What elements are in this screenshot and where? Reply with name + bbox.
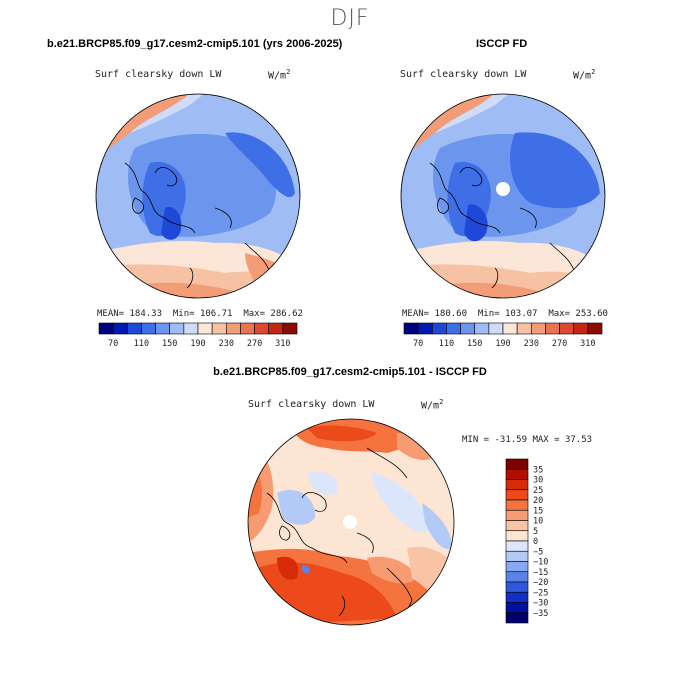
panel-1-colorbar-swatch xyxy=(98,322,114,335)
panel-1-colorbar-swatch xyxy=(126,322,142,335)
panel-1-colorbar-swatch xyxy=(211,322,227,335)
diff-colorbar-swatch xyxy=(505,530,529,542)
panel-1-colorbar-swatch xyxy=(141,322,156,335)
panel-2-colorbar-tick-label: 70 xyxy=(413,339,423,349)
panel-2-colorbar: 70110150190230270310350 xyxy=(403,322,603,349)
panel-2-colorbar-swatch xyxy=(488,322,504,335)
diff-colorbar-swatch xyxy=(505,602,529,614)
panel-2-colorbar-tick-label: 230 xyxy=(524,339,539,349)
panel-2-stats: MEAN= 180.60 Min= 103.07 Max= 253.60 xyxy=(402,309,608,319)
panel-1-colorbar-swatch xyxy=(197,322,213,335)
diff-colorbar-swatch xyxy=(505,468,529,480)
panel-1-colorbar-tick-label: 310 xyxy=(275,339,290,349)
diff-colorbar-swatch xyxy=(505,571,529,583)
diff-colorbar-swatch xyxy=(505,520,529,532)
diff-colorbar-swatch xyxy=(505,561,529,573)
diff-colorbar-swatch xyxy=(505,499,529,511)
panel-1-colorbar-swatch xyxy=(240,322,255,335)
panel-2-colorbar-swatch xyxy=(502,322,518,335)
diff-title: b.e21.BRCP85.f09_g17.cesm2-cmip5.101 - I… xyxy=(213,366,487,378)
panel-1-colorbar-swatch xyxy=(225,322,241,335)
diff-colorbar-swatch xyxy=(505,591,529,603)
diff-colorbar-swatch xyxy=(505,540,529,552)
panel-2-colorbar-swatch xyxy=(460,322,476,335)
panel-1-colorbar-tick-label: 270 xyxy=(247,339,262,349)
panel-2-colorbar-tick-label: 150 xyxy=(467,339,482,349)
panel-2-colorbar-tick-label: 110 xyxy=(439,339,454,349)
diff-colorbar-tick-label: 30 xyxy=(533,476,543,486)
panel-1-colorbar-tick-label: 110 xyxy=(134,339,149,349)
diff-colorbar-tick-label: 0 xyxy=(533,537,538,547)
diff-colorbar-tick-label: 10 xyxy=(533,517,543,527)
panel-2-colorbar-swatch xyxy=(431,322,447,335)
panel-1-title: b.e21.BRCP85.f09_g17.cesm2-cmip5.101 (yr… xyxy=(47,38,343,50)
panel-2-colorbar-swatch xyxy=(573,322,589,335)
diff-colorbar-tick-label: 25 xyxy=(533,486,543,496)
panel-2-colorbar-swatch xyxy=(559,322,575,335)
panel-2-colorbar-tick-label: 190 xyxy=(495,339,510,349)
panel-2-map xyxy=(400,93,606,299)
diff-colorbar-tick-label: 35 xyxy=(533,465,543,475)
panel-1-colorbar-swatch xyxy=(282,322,298,335)
panel-2-colorbar-tick-label: 310 xyxy=(580,339,595,349)
panel-2-colorbar-swatch xyxy=(587,322,603,335)
diff-colorbar-swatch xyxy=(505,479,529,491)
diff-colorbar-swatch xyxy=(505,612,529,624)
diff-minmax: MIN = -31.59 MAX = 37.53 xyxy=(462,435,593,445)
panel-2-units: W/m2 xyxy=(573,68,596,82)
diff-map xyxy=(247,418,455,626)
panel-1-units: W/m2 xyxy=(268,68,291,82)
diff-variable: Surf clearsky down LW xyxy=(248,399,375,410)
panel-2-colorbar-swatch xyxy=(530,322,546,335)
diff-colorbar-tick-label: −5 xyxy=(533,547,543,557)
panel-1-colorbar-swatch xyxy=(112,322,128,335)
diff-colorbar-swatch xyxy=(505,458,529,470)
diff-colorbar-tick-label: −35 xyxy=(533,609,548,619)
panel-1-colorbar-tick-label: 190 xyxy=(190,339,205,349)
diff-colorbar-tick-label: 20 xyxy=(533,496,543,506)
diff-colorbar-tick-label: −10 xyxy=(533,558,548,568)
panel-1-colorbar-swatch xyxy=(254,322,270,335)
diff-colorbar-tick-label: 15 xyxy=(533,506,543,516)
diff-colorbar-tick-label: 5 xyxy=(533,527,538,537)
panel-1-map xyxy=(95,93,301,299)
diff-colorbar-tick-label: −15 xyxy=(533,568,548,578)
panel-2-colorbar-swatch xyxy=(545,322,560,335)
diff-units: W/m2 xyxy=(421,398,444,412)
panel-2-colorbar-swatch xyxy=(417,322,433,335)
panel-2-variable: Surf clearsky down LW xyxy=(400,69,527,80)
panel-2-colorbar-swatch xyxy=(474,322,490,335)
panel-1-colorbar-swatch xyxy=(268,322,284,335)
diff-colorbar-tick-label: −30 xyxy=(533,599,548,609)
diff-colorbar-swatch xyxy=(505,581,529,593)
diff-colorbar-swatch xyxy=(505,509,529,521)
season-title: DJF xyxy=(330,6,370,31)
panel-1-colorbar: 70110150190230270310350 xyxy=(98,322,298,349)
panel-2-colorbar-swatch xyxy=(516,322,532,335)
panel-1-stats: MEAN= 184.33 Min= 106.71 Max= 286.62 xyxy=(97,309,303,319)
panel-1-colorbar-tick-label: 150 xyxy=(162,339,177,349)
panel-1-colorbar-tick-label: 70 xyxy=(108,339,118,349)
diff-colorbar-tick-label: −25 xyxy=(533,588,548,598)
diff-colorbar-tick-label: −20 xyxy=(533,578,548,588)
panel-2-title: ISCCP FD xyxy=(476,38,528,50)
panel-2-colorbar-tick-label: 270 xyxy=(552,339,567,349)
panel-2-colorbar-swatch xyxy=(403,322,419,335)
panel-1-colorbar-swatch xyxy=(183,322,199,335)
panel-1-variable: Surf clearsky down LW xyxy=(95,69,222,80)
panel-1-colorbar-swatch xyxy=(169,322,185,335)
diff-colorbar-swatch xyxy=(505,489,529,501)
panel-2-colorbar-swatch xyxy=(446,322,461,335)
panel-1-colorbar-tick-label: 230 xyxy=(219,339,234,349)
panel-1-colorbar-swatch xyxy=(155,322,171,335)
diff-colorbar-swatch xyxy=(505,550,529,562)
